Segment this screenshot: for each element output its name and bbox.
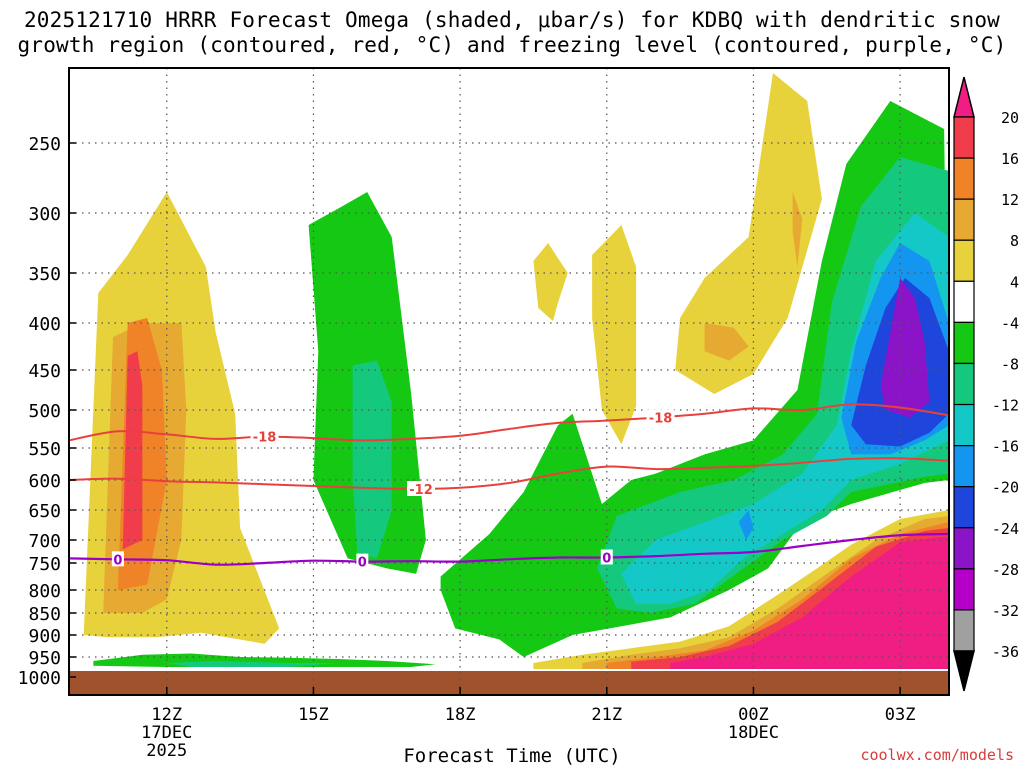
x-tick-label-12Z: 12Z [151,705,182,725]
credit-text: coolwx.com/models [860,746,1014,764]
omega-region-neg16-17 [738,510,754,540]
x-axis-title: Forecast Time (UTC) [403,745,621,767]
y-tick-label-350: 350 [28,264,61,285]
colorbar-label-13: -36 [992,643,1019,661]
chart-title-line-1: 2025121710 HRRR Forecast Omega (shaded, … [23,8,1001,32]
colorbar-label-3: 8 [1010,232,1019,250]
y-tick-label-1000: 1000 [18,668,61,689]
colorbar-label-2: 12 [1001,191,1019,209]
x-tick-date-12Z: 17DEC [141,723,192,743]
omega-region-8-5 [704,323,749,361]
colorbar-swatch-1 [953,157,975,200]
y-tick-label-700: 700 [28,531,61,552]
colorbar-swatch-10 [953,527,975,570]
dgz-label-bg-2 [407,481,435,496]
x-tick-label-03Z: 03Z [885,705,916,725]
y-tick-label-600: 600 [28,471,61,492]
dgz-contour-neg12-2 [69,457,949,491]
y-tick-label-850: 850 [28,604,61,625]
colorbar-label-0: 20 [1001,109,1019,127]
omega-region-neg8-13 [597,157,949,613]
y-tick-label-500: 500 [28,401,61,422]
colorbar-label-8: -16 [992,438,1019,456]
y-tick-label-300: 300 [28,204,61,225]
colorbar-label-4: 4 [1010,273,1019,291]
freezing-label-bg-1 [356,553,369,569]
colorbar-label-6: -8 [1001,355,1019,373]
dgz-contour-neg18-0 [69,403,949,442]
colorbar-swatch-2 [953,198,975,241]
omega-region-neg24-19 [880,278,930,418]
colorbar-label-12: -32 [992,602,1019,620]
colorbar-swatch-9 [953,486,975,529]
colorbar-swatch-0 [953,116,975,159]
colorbar-swatch-4 [953,280,975,323]
colorbar-swatch-5 [953,321,975,365]
x-tick-label-15Z: 15Z [298,705,329,725]
colorbar-top-arrow [953,76,975,118]
dgz-contour-label-0: -18 [253,431,277,446]
freezing-label-bg-2 [600,549,613,565]
omega-region-4-3 [675,73,822,394]
colorbar-swatch-12 [953,609,975,652]
freezing-level-label-1: 0 [358,556,367,571]
rising-motion-band-4 [670,537,949,669]
freezing-label-bg-0 [111,551,124,567]
colorbar-swatch-3 [953,239,975,282]
omega-region-4-1 [533,243,568,321]
y-tick-label-950: 950 [28,648,61,669]
y-tick-label-750: 750 [28,554,61,575]
dgz-label-bg-0 [250,428,279,444]
y-tick-label-250: 250 [28,134,61,155]
omega-region-16-8 [122,351,143,550]
omega-region-neg4-10 [440,101,949,657]
colorbar-swatch-6 [953,362,975,406]
y-tick-label-650: 650 [28,501,61,522]
x-tick-label-18Z: 18Z [445,705,476,725]
ground-surface [69,671,949,695]
dgz-contour-label-1: -18 [649,412,673,427]
omega-region-8-6 [792,192,803,267]
freezing-level-label-2: 0 [602,551,611,566]
x-tick-label-21Z: 21Z [591,705,622,725]
y-tick-label-400: 400 [28,314,61,335]
dgz-label-bg-1 [646,409,675,425]
freezing-level-label-0: 0 [113,553,122,568]
x-tick-label-00Z: 00Z [738,705,769,725]
colorbar-label-11: -28 [992,561,1019,579]
colorbar-label-7: -12 [992,397,1019,415]
colorbar-swatch-11 [953,568,975,611]
colorbar-label-5: -4 [1001,314,1019,332]
colorbar-bottom-arrow [953,650,975,692]
omega-region-neg8-12 [352,360,392,559]
colorbar-label-1: 16 [1001,150,1019,168]
y-tick-label-450: 450 [28,361,61,382]
dgz-contour-label-2: -12 [409,483,433,498]
colorbar-swatch-8 [953,445,975,488]
plot-frame [68,67,950,696]
y-tick-label-800: 800 [28,581,61,602]
omega-region-neg12-15 [621,213,949,604]
y-tick-label-550: 550 [28,439,61,460]
freezing-level-line [69,532,949,566]
omega-region-4-2 [592,225,637,445]
y-tick-label-900: 900 [28,626,61,647]
colorbar-label-9: -20 [992,479,1019,497]
omega-region-neg8-14 [166,661,338,667]
x-tick-date-00Z: 18DEC [728,723,779,743]
chart-title-line-2: growth region (contoured, red, °C) and f… [17,33,1007,57]
x-tick-year-12Z: 2025 [146,741,187,761]
colorbar-swatch-7 [953,403,975,447]
colorbar-label-10: -24 [992,520,1019,538]
